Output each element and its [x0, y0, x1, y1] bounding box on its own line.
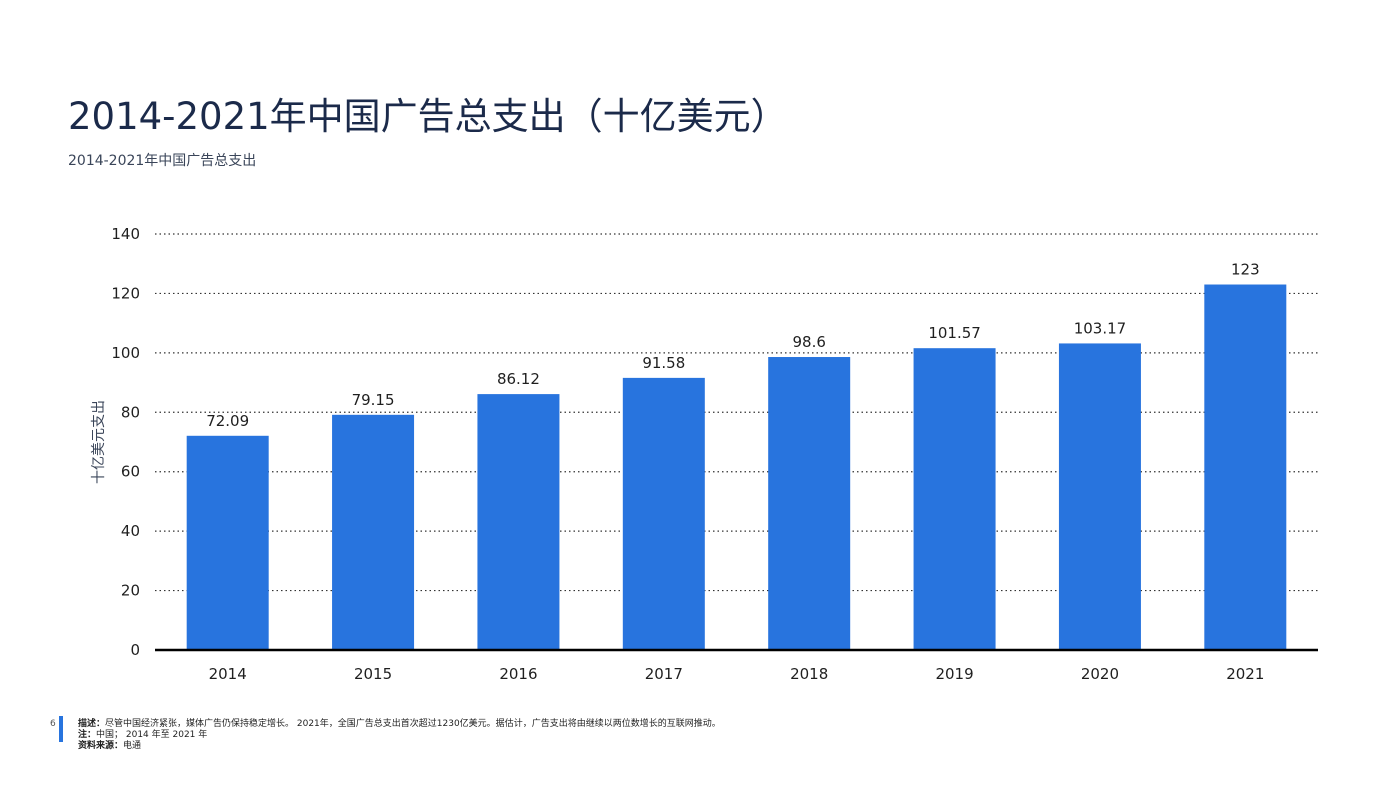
bar: [1058, 343, 1141, 650]
y-tick-label: 20: [121, 582, 140, 600]
note-label: 注：: [78, 730, 97, 740]
chart-subtitle: 2014-2021年中国广告总支出: [68, 153, 257, 169]
data-label: 103.17: [1074, 319, 1127, 337]
bar: [1204, 284, 1287, 650]
y-tick-label: 100: [111, 344, 140, 362]
description-label: 描述：: [78, 719, 106, 729]
data-label: 91.58: [642, 354, 685, 372]
note-text: 中国； 2014 年至 2021 年: [96, 730, 208, 740]
data-label: 101.57: [928, 324, 981, 342]
description-text: 尽管中国经济紧张，媒体广告仍保持稳定增长。 2021年，全国广告总支出首次超过1…: [105, 719, 721, 729]
y-axis-label: 十亿美元支出: [91, 400, 107, 484]
chart-title: 2014-2021年中国广告总支出（十亿美元）: [68, 95, 788, 138]
footer-accent-bar: [59, 716, 63, 742]
footer-source: 资料来源：电通: [78, 741, 721, 752]
data-label: 79.15: [352, 391, 395, 409]
bars: [186, 284, 1287, 650]
bar: [477, 394, 560, 650]
footer-note: 注：中国； 2014 年至 2021 年: [78, 730, 721, 741]
footer-notes: 描述：尽管中国经济紧张，媒体广告仍保持稳定增长。 2021年，全国广告总支出首次…: [78, 719, 721, 752]
data-label: 86.12: [497, 370, 540, 388]
y-tick-label: 80: [121, 403, 140, 421]
x-tick-label: 2016: [499, 665, 537, 683]
x-tick-label: 2021: [1226, 665, 1264, 683]
source-label: 资料来源：: [78, 741, 124, 751]
grid-lines: [155, 233, 1318, 592]
x-tick-label: 2014: [209, 665, 247, 683]
data-label: 72.09: [206, 412, 249, 430]
data-label: 123: [1231, 261, 1260, 279]
data-labels: 72.09 79.15 86.12 91.58 98.6 101.57 103.17 123: [206, 261, 1259, 430]
bar: [622, 377, 705, 650]
bar: [332, 414, 415, 650]
y-tick-label: 0: [130, 641, 140, 659]
y-tick-label: 60: [121, 463, 140, 481]
y-axis-ticks: 0 20 40 60 80 100 120 140: [111, 225, 140, 659]
x-axis-ticks: 2014 2015 2016 2017 2018 2019 2020 2021: [209, 665, 1265, 683]
bar: [768, 357, 851, 650]
y-tick-label: 140: [111, 225, 140, 243]
y-tick-label: 120: [111, 284, 140, 302]
x-tick-label: 2019: [935, 665, 973, 683]
x-tick-label: 2020: [1081, 665, 1119, 683]
page-number: 6: [50, 719, 56, 729]
footer-description: 描述：尽管中国经济紧张，媒体广告仍保持稳定增长。 2021年，全国广告总支出首次…: [78, 719, 721, 730]
bar: [186, 435, 269, 650]
source-text: 电通: [123, 741, 142, 751]
bar: [913, 348, 996, 650]
y-tick-label: 40: [121, 522, 140, 540]
x-tick-label: 2017: [645, 665, 683, 683]
data-label: 98.6: [792, 333, 825, 351]
x-tick-label: 2018: [790, 665, 828, 683]
x-tick-label: 2015: [354, 665, 392, 683]
